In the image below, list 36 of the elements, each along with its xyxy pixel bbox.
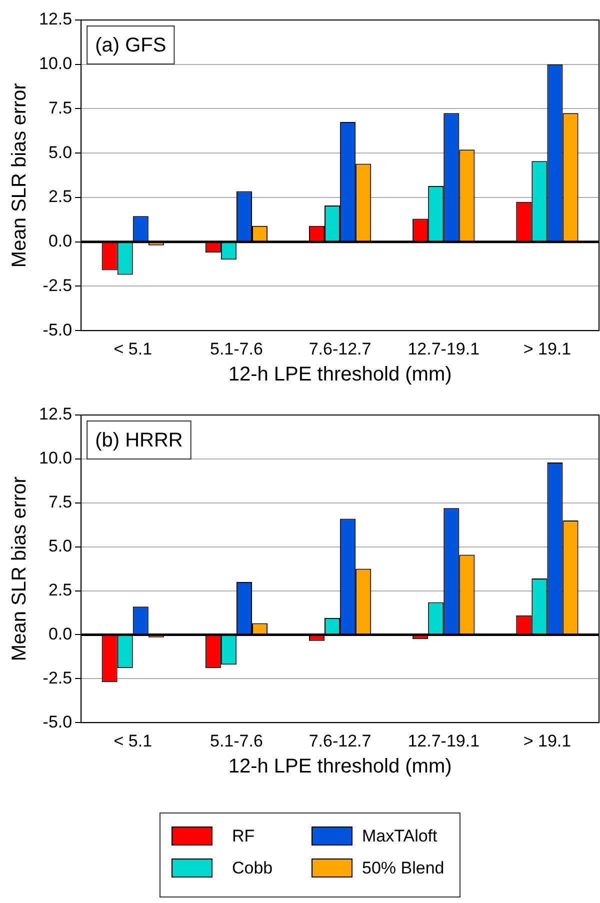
y-tick-label: 10.0 xyxy=(38,54,72,74)
x-tick-label: 12.7-19.1 xyxy=(408,339,480,358)
y-tick-label: 12.5 xyxy=(38,404,72,424)
y-tick-label: 0.0 xyxy=(48,624,72,644)
y-tick-label: 10.0 xyxy=(38,448,72,468)
legend-label: MaxTAloft xyxy=(362,826,438,846)
y-tick-label: -5.0 xyxy=(42,712,72,732)
y-tick-label: 12.5 xyxy=(38,10,72,29)
y-tick-label: -2.5 xyxy=(42,668,72,688)
x-tick-label: 5.1-7.6 xyxy=(210,731,263,750)
x-axis-title: 12-h LPE threshold (mm) xyxy=(228,756,452,778)
y-tick-label: 5.0 xyxy=(48,536,72,556)
x-tick-label: < 5.1 xyxy=(114,731,152,750)
legend-label: 50% Blend xyxy=(362,858,444,878)
x-tick-label: > 19.1 xyxy=(523,731,572,750)
x-tick-label: 5.1-7.6 xyxy=(210,339,263,358)
x-tick-label: 12.7-19.1 xyxy=(408,731,480,750)
y-tick-label: 2.5 xyxy=(48,187,72,206)
x-tick-label: 7.6-12.7 xyxy=(308,731,372,750)
y-tick-label: -5.0 xyxy=(42,320,72,340)
x-axis-title: 12-h LPE threshold (mm) xyxy=(228,364,452,386)
y-axis-title: Mean SLR bias error xyxy=(8,82,31,268)
x-tick-label: < 5.1 xyxy=(114,339,152,358)
x-tick-label: > 19.1 xyxy=(523,339,572,358)
y-tick-label: 5.0 xyxy=(48,142,72,162)
legend-label: RF xyxy=(232,826,255,846)
y-tick-label: 7.5 xyxy=(48,98,72,118)
y-tick-label: 7.5 xyxy=(48,492,72,512)
x-tick-label: 7.6-12.7 xyxy=(308,339,372,358)
y-tick-label: -2.5 xyxy=(42,276,72,295)
legend-label: Cobb xyxy=(232,858,273,878)
text: (a) GFS xyxy=(95,34,166,57)
y-axis-title: Mean SLR bias error xyxy=(8,476,31,662)
y-tick-label: 2.5 xyxy=(48,580,72,600)
text: (b) HRRR xyxy=(95,430,183,452)
y-tick-label: 0.0 xyxy=(48,232,72,251)
